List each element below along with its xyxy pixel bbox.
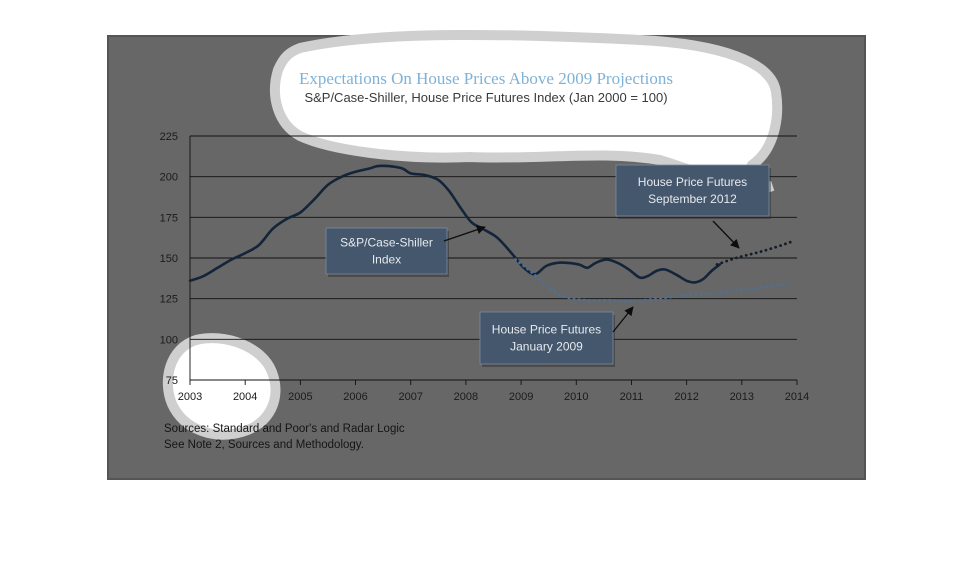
y-tick-label: 75 xyxy=(166,375,178,387)
y-tick-label: 200 xyxy=(160,172,178,184)
sources-line-2: See Note 2, Sources and Methodology. xyxy=(164,439,364,451)
annotation-text: S&P/Case-Shiller xyxy=(340,236,433,250)
annotation-text: September 2012 xyxy=(648,192,737,206)
annotation-box xyxy=(325,227,448,275)
x-tick-label: 2014 xyxy=(785,391,809,403)
annotation-arrow xyxy=(712,220,740,249)
x-tick-label: 2004 xyxy=(233,391,257,403)
annotation-text: January 2009 xyxy=(510,340,583,354)
x-tick-label: 2008 xyxy=(454,391,478,403)
annotation-box xyxy=(615,164,770,217)
y-tick-label: 125 xyxy=(160,294,178,306)
chart-subtitle: S&P/Case-Shiller, House Price Futures In… xyxy=(304,90,667,105)
annotation-box xyxy=(479,311,614,365)
annotation-text: House Price Futures xyxy=(638,175,747,189)
x-tick-label: 2007 xyxy=(398,391,422,403)
x-tick-label: 2005 xyxy=(288,391,312,403)
x-tick-label: 2003 xyxy=(178,391,202,403)
y-tick-label: 225 xyxy=(160,131,178,143)
annotation-text: House Price Futures xyxy=(492,323,601,337)
annotation-case-shiller: S&P/Case-Shiller Index xyxy=(325,225,486,277)
series-case-shiller-index xyxy=(188,164,721,284)
annotation-futures-2009: House Price Futures January 2009 xyxy=(479,306,634,367)
x-tick-label: 2013 xyxy=(730,391,754,403)
x-tick-label: 2012 xyxy=(674,391,698,403)
annotation-arrow xyxy=(612,306,634,333)
x-tick-label: 2011 xyxy=(620,391,644,403)
sources-line-1: Sources: Standard and Poor's and Radar L… xyxy=(164,423,405,435)
corner-highlight-blob xyxy=(162,333,281,440)
annotation-arrow xyxy=(443,225,486,242)
series-futures-january-2009 xyxy=(514,258,793,303)
y-tick-label: 150 xyxy=(160,253,178,265)
x-tick-label: 2006 xyxy=(343,391,367,403)
annotation-text: Index xyxy=(372,253,401,267)
y-tick-label: 100 xyxy=(160,334,178,346)
annotation-futures-2012: House Price Futures September 2012 xyxy=(615,164,771,249)
annotations: S&P/Case-Shiller Index House Price Futures… xyxy=(325,164,771,367)
series-lines xyxy=(188,164,793,303)
series-futures-september-2012 xyxy=(715,240,793,266)
x-tick-label: 2009 xyxy=(509,391,533,403)
chart-title: Expectations On House Prices Above 2009 … xyxy=(299,69,673,88)
axes: 75 100 125 150 175 200 225 2003 2004 2005 2006 2007… xyxy=(160,131,810,403)
x-tick-label: 2010 xyxy=(564,391,588,403)
y-tick-label: 175 xyxy=(160,212,178,224)
